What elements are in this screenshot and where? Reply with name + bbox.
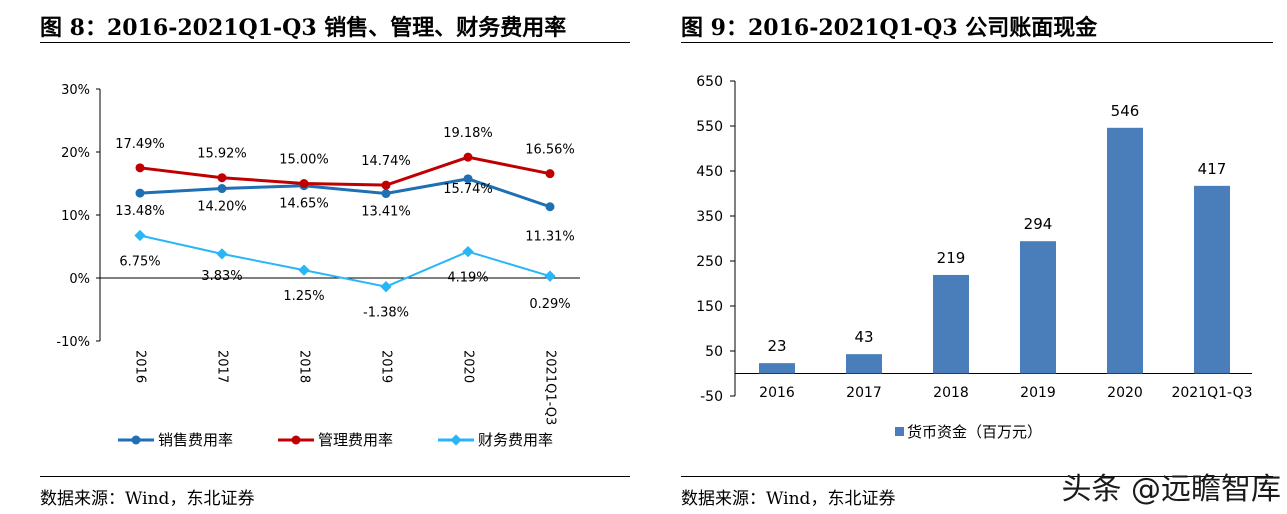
- series-line-2: [139, 155, 551, 187]
- y-tick-label: 50: [705, 344, 723, 360]
- series-line-1: [139, 177, 551, 209]
- data-point: [380, 281, 392, 293]
- right-chart-title: 图 9：2016-2021Q1-Q3 公司账面现金: [681, 15, 1098, 41]
- left-title-rule: [40, 42, 630, 43]
- x-tick-label: 2019: [1020, 385, 1056, 401]
- y-tick-label: 550: [696, 119, 723, 135]
- data-label: 15.92%: [197, 147, 247, 162]
- data-label: -1.38%: [363, 306, 409, 321]
- bar-value-label: 546: [1111, 102, 1140, 120]
- data-point: [135, 188, 145, 198]
- x-tick-label: 2021Q1-Q3: [1171, 385, 1252, 401]
- x-tick-label: 2021Q1-Q3: [543, 350, 558, 425]
- left-source: 数据来源：Wind，东北证券: [40, 489, 255, 509]
- data-point: [217, 173, 227, 183]
- data-point: [298, 264, 310, 276]
- x-tick-label: 2018: [933, 385, 969, 401]
- y-tick-label: -50: [700, 389, 723, 405]
- data-point: [381, 189, 391, 199]
- bar: [1194, 185, 1230, 374]
- y-tick-label: 30%: [61, 83, 90, 98]
- data-label: 14.20%: [197, 200, 247, 215]
- expense-ratio-line-chart: 30% 20% 10% 0% -10% 2016 2017 2018 2019 2020 2021Q…: [56, 83, 580, 449]
- bar-value-label: 23: [767, 337, 786, 355]
- data-label: 13.41%: [361, 205, 411, 220]
- bar-value-label: 294: [1024, 215, 1053, 233]
- right-title-rule: [681, 42, 1273, 43]
- x-tick-label: 2020: [461, 350, 476, 383]
- data-label: 17.49%: [115, 137, 165, 152]
- data-label: 15.74%: [443, 182, 493, 197]
- data-point: [381, 180, 391, 190]
- data-label: 0.29%: [529, 297, 570, 312]
- legend-marker: [895, 427, 904, 436]
- y-tick-label: 650: [696, 74, 723, 90]
- data-point: [134, 229, 146, 242]
- data-label: 11.31%: [525, 230, 575, 245]
- y-tick-label: 350: [696, 209, 723, 225]
- x-tick-label: 2017: [846, 385, 882, 401]
- legend-marker: [291, 435, 301, 445]
- data-label: 16.56%: [525, 143, 575, 158]
- data-point: [545, 202, 555, 212]
- bar: [1020, 241, 1056, 374]
- left-panel: 图 8：2016-2021Q1-Q3 销售、管理、财务费用率 30% 20% 10%…: [40, 0, 630, 514]
- data-label: 13.48%: [115, 204, 165, 219]
- y-tick-label: 250: [696, 254, 723, 270]
- data-point: [463, 152, 473, 162]
- bar: [846, 354, 882, 374]
- right-source: 数据来源：Wind，东北证券: [681, 489, 896, 509]
- bar-value-label: 43: [854, 328, 873, 346]
- x-tick-label: 2018: [297, 350, 312, 383]
- right-panel: 图 9：2016-2021Q1-Q3 公司账面现金 650 550 450 350 25…: [681, 0, 1273, 514]
- legend-label: 财务费用率: [478, 431, 553, 449]
- x-tick-label: 2017: [215, 350, 230, 383]
- bar: [933, 274, 969, 374]
- data-label: 4.19%: [447, 271, 488, 286]
- data-point: [135, 163, 145, 173]
- data-point: [462, 245, 474, 258]
- data-label: 1.25%: [283, 289, 324, 304]
- data-point: [544, 270, 556, 282]
- data-label: 14.65%: [279, 197, 329, 212]
- bar: [759, 363, 795, 374]
- y-tick-label: 0%: [69, 272, 90, 287]
- y-tick-label: -10%: [56, 335, 90, 350]
- cash-bar-chart: 650 550 450 350 250 150 50 -50 23 2016 43 2017 219 20…: [696, 74, 1252, 441]
- data-point: [217, 184, 227, 194]
- bar-value-label: 417: [1198, 160, 1227, 178]
- watermark: 头条 @远瞻智库: [1061, 472, 1281, 507]
- legend-label: 销售费用率: [158, 431, 233, 449]
- y-tick-label: 150: [696, 299, 723, 315]
- data-label: 3.83%: [201, 269, 242, 284]
- x-tick-label: 2016: [759, 385, 795, 401]
- series-line-3: [139, 234, 551, 288]
- y-tick-label: 10%: [61, 209, 90, 224]
- data-label: 14.74%: [361, 154, 411, 169]
- y-tick-label: 20%: [61, 146, 90, 161]
- data-point: [463, 174, 473, 184]
- data-label: 15.00%: [279, 153, 329, 168]
- data-label: 19.18%: [443, 126, 493, 141]
- x-tick-label: 2020: [1107, 385, 1143, 401]
- x-tick-label: 2016: [133, 350, 148, 383]
- y-tick-label: 450: [696, 164, 723, 180]
- data-point: [545, 169, 555, 179]
- right-source-rule: [681, 476, 1273, 477]
- data-point: [299, 179, 309, 188]
- data-label: 6.75%: [119, 254, 160, 269]
- legend-marker: [131, 435, 141, 445]
- x-tick-label: 2019: [379, 350, 394, 383]
- legend-label: 管理费用率: [318, 431, 393, 449]
- data-point: [216, 248, 228, 260]
- legend-label: 货币资金（百万元）: [907, 423, 1042, 441]
- bar-value-label: 219: [937, 249, 966, 267]
- legend-marker: [450, 434, 462, 446]
- bar: [1107, 127, 1143, 374]
- left-source-rule: [40, 476, 630, 477]
- left-chart-title: 图 8：2016-2021Q1-Q3 销售、管理、财务费用率: [40, 15, 567, 41]
